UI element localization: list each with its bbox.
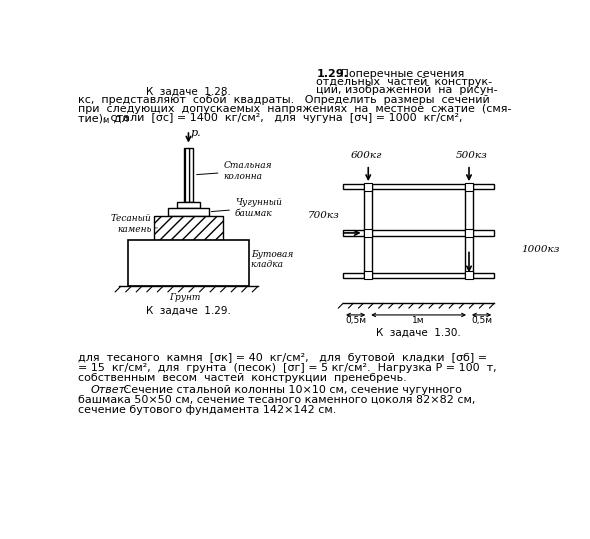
Text: Грунт: Грунт bbox=[169, 293, 200, 302]
Bar bbox=[153, 216, 224, 240]
Text: К  задаче  1.28.: К задаче 1.28. bbox=[146, 86, 231, 96]
Text: Сечение стальной колонны 10×10 см, сечение чугунного: Сечение стальной колонны 10×10 см, сечен… bbox=[120, 385, 462, 395]
Bar bbox=[343, 230, 494, 236]
Text: стали  [σс] = 1400  кг/см²,   для  чугуна  [σч] = 1000  кг/см²,: стали [σс] = 1400 кг/см², для чугуна [σч… bbox=[107, 113, 463, 123]
Text: р.: р. bbox=[191, 128, 201, 138]
Text: 0,5м: 0,5м bbox=[345, 316, 366, 326]
Text: = 15  кг/см²,  для  грунта  (песок)  [σг] = 5 кг/см².  Нагрузка P = 100  т,: = 15 кг/см², для грунта (песок) [σг] = 5… bbox=[78, 363, 496, 374]
Text: 700кз: 700кз bbox=[307, 211, 339, 220]
Text: 1м: 1м bbox=[412, 316, 425, 326]
Bar bbox=[184, 148, 193, 202]
Text: 600кг: 600кг bbox=[350, 151, 382, 160]
Bar bbox=[129, 240, 248, 286]
Text: К  задаче  1.30.: К задаче 1.30. bbox=[376, 328, 461, 338]
Bar bbox=[465, 183, 473, 191]
Text: тие):  дл: тие): дл bbox=[78, 113, 128, 123]
Bar bbox=[177, 202, 200, 208]
Text: Ответ:: Ответ: bbox=[91, 385, 130, 395]
Bar bbox=[343, 184, 494, 189]
Bar bbox=[465, 272, 473, 279]
Text: ции, изображенной  на  рисун-: ции, изображенной на рисун- bbox=[316, 86, 498, 95]
Text: Бутовая
кладка: Бутовая кладка bbox=[251, 250, 293, 269]
Text: башмака 50×50 см, сечение тесаного каменного цоколя 82×82 см,: башмака 50×50 см, сечение тесаного камен… bbox=[78, 395, 475, 405]
Text: Тесаный
камень: Тесаный камень bbox=[110, 215, 151, 234]
Text: 0,5м: 0,5м bbox=[471, 316, 492, 326]
Text: Чугунный
башмак: Чугунный башмак bbox=[211, 198, 282, 218]
Text: м: м bbox=[103, 116, 109, 125]
Bar bbox=[168, 208, 209, 216]
Text: 1.29.: 1.29. bbox=[316, 68, 348, 79]
Text: Стальная
колонна: Стальная колонна bbox=[196, 161, 272, 181]
Bar bbox=[365, 229, 372, 237]
Text: собственным  весом  частей  конструкции  пренебречь.: собственным весом частей конструкции пре… bbox=[78, 374, 407, 383]
Text: для  тесаного  камня  [σк] = 40  кг/см²,   для  бутовой  кладки  [σб] =: для тесаного камня [σк] = 40 кг/см², для… bbox=[78, 354, 487, 363]
Text: Поперечные сечения: Поперечные сечения bbox=[337, 68, 465, 79]
Bar bbox=[465, 229, 473, 237]
Text: 1000кз: 1000кз bbox=[522, 245, 560, 254]
Bar bbox=[365, 183, 372, 191]
Text: при  следующих  допускаемых  напряжениях  на  местное  сжатие  (смя-: при следующих допускаемых напряжениях на… bbox=[78, 104, 511, 114]
Text: 500кз: 500кз bbox=[455, 151, 487, 160]
Text: сечение бутового фундамента 142×142 см.: сечение бутового фундамента 142×142 см. bbox=[78, 405, 336, 415]
Bar bbox=[343, 273, 494, 278]
Bar bbox=[465, 184, 473, 278]
Bar bbox=[365, 272, 372, 279]
Text: отдельных  частей  конструк-: отдельных частей конструк- bbox=[316, 77, 493, 87]
Bar bbox=[365, 184, 372, 278]
Text: К  задаче  1.29.: К задаче 1.29. bbox=[146, 306, 231, 316]
Text: кс,  представляют  собой  квадраты.   Определить  размеры  сечений: кс, представляют собой квадраты. Определ… bbox=[78, 95, 489, 105]
